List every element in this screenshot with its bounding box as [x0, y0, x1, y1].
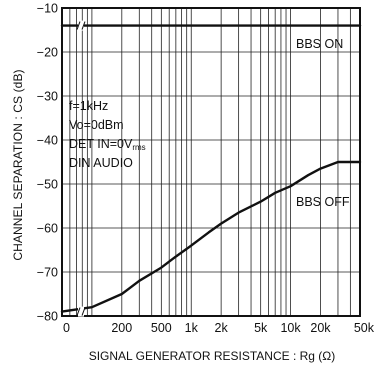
- y-tick-label: −70: [37, 266, 58, 280]
- y-tick-label: −80: [37, 310, 58, 324]
- condition-det-in-sub: rms: [132, 143, 145, 152]
- x-axis-title: SIGNAL GENERATOR RESISTANCE : Rg (Ω): [89, 349, 336, 363]
- x-tick-label: 0: [63, 321, 70, 335]
- axis-break-gap: [78, 306, 84, 317]
- y-tick-label: −10: [37, 2, 58, 16]
- condition-output-level: Vo=0dBm: [69, 118, 124, 132]
- series-lines: [60, 20, 362, 317]
- condition-din-audio: DIN AUDIO: [69, 156, 133, 170]
- x-tick-label: 5k: [254, 321, 268, 335]
- x-tick-label: 1k: [185, 321, 199, 335]
- axis-break-mark: [76, 307, 86, 316]
- x-tick-label: 200: [111, 321, 132, 335]
- x-tick-label: 2k: [215, 321, 229, 335]
- y-tick-label: −30: [37, 90, 58, 104]
- condition-det-in-main: DET IN=0V: [69, 137, 133, 151]
- y-tick-label: −20: [37, 46, 58, 60]
- series-label-bbs-off: BBS OFF: [296, 195, 350, 209]
- x-tick-label: 500: [151, 321, 172, 335]
- y-tick-label: −60: [37, 222, 58, 236]
- y-axis-title: CHANNEL SEPARATION : CS (dB): [11, 69, 25, 260]
- tick-labels: −10 −20 −30 −40 −50 −60 −70 −80 0 200 500 1k 2k 5k 10k…: [37, 2, 375, 336]
- y-tick-label: −40: [37, 134, 58, 148]
- condition-det-in: DET IN=0Vrms: [69, 137, 146, 152]
- condition-frequency: f=1kHz: [69, 99, 108, 113]
- y-tick-label: −50: [37, 178, 58, 192]
- axis-break-gap: [78, 20, 84, 31]
- axis-break-mark: [76, 21, 86, 30]
- x-tick-label: 50k: [354, 321, 375, 335]
- x-tick-label: 10k: [280, 321, 301, 335]
- series-line-bbs-off: [60, 160, 362, 313]
- x-tick-label: 20k: [310, 321, 331, 335]
- series-label-bbs-on: BBS ON: [296, 37, 343, 51]
